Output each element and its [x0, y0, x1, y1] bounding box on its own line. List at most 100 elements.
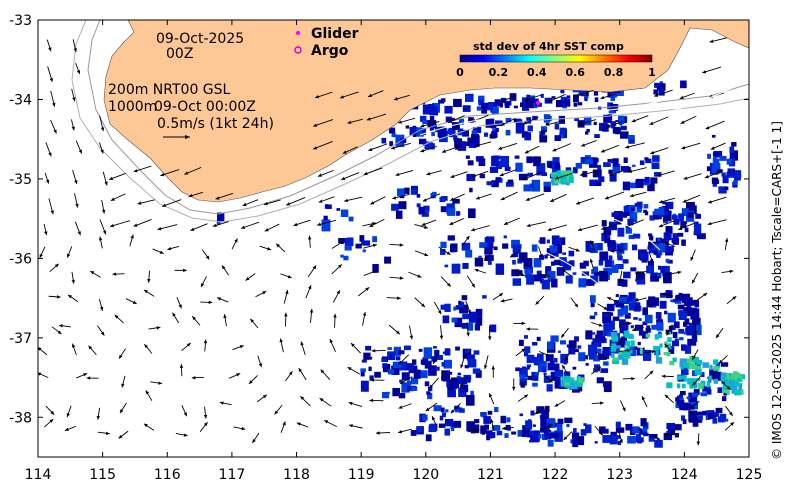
current-arrow-head	[370, 378, 375, 382]
current-arrow-head	[64, 427, 69, 431]
sst-pixel	[507, 426, 511, 431]
current-arrow-head	[241, 426, 246, 431]
sst-pixel	[682, 293, 691, 304]
current-arrow-head	[312, 265, 317, 270]
sst-pixel	[588, 344, 598, 356]
sst-pixel	[423, 205, 430, 212]
current-arrow-head	[574, 303, 579, 308]
current-arrow-head	[52, 102, 56, 107]
sst-pixel	[478, 99, 484, 106]
sst-pixel	[421, 211, 429, 217]
sst-pixel	[654, 439, 663, 448]
current-arrow-head	[110, 223, 114, 228]
sst-pixel	[544, 97, 553, 104]
current-arrow-head	[535, 300, 540, 305]
sst-pixel	[444, 105, 453, 114]
current-arrow-head	[307, 235, 312, 240]
sst-pixel	[550, 432, 560, 439]
sst-pixel-high	[617, 354, 625, 360]
sst-pixel	[638, 318, 642, 321]
sst-pixel	[691, 334, 698, 343]
sst-pixel	[625, 423, 633, 431]
sst-pixel	[681, 344, 687, 351]
sst-pixel	[565, 167, 572, 173]
sst-pixel	[653, 250, 658, 255]
current-arrow-head	[395, 330, 400, 335]
current-arrow-head	[563, 436, 568, 441]
sst-pixel	[585, 363, 589, 366]
sst-pixel	[630, 267, 637, 272]
sst-pixel	[427, 103, 435, 112]
sst-pixel	[444, 303, 451, 312]
sst-pixel	[648, 233, 653, 237]
current-arrow-head	[545, 122, 550, 126]
sst-pixel	[539, 255, 545, 260]
current-arrow-head	[554, 176, 559, 180]
x-tick-label: 114	[25, 467, 52, 483]
sst-pixel	[602, 350, 610, 360]
sst-pixel-high	[696, 359, 703, 365]
sst-pixel-high	[667, 337, 672, 343]
current-arrow-head	[144, 344, 148, 349]
current-arrow-head	[130, 234, 134, 239]
sst-pixel-high	[621, 358, 629, 365]
sst-pixel	[489, 432, 496, 439]
sst-pixel	[649, 248, 658, 254]
sst-pixel	[536, 336, 541, 341]
sst-pixel	[512, 278, 522, 286]
current-arrow-head	[347, 120, 352, 124]
sst-pixel	[410, 188, 418, 195]
sst-pixel	[465, 349, 470, 353]
sst-pixel	[572, 272, 577, 275]
sst-pixel-high	[565, 378, 571, 383]
sst-pixel	[597, 164, 602, 170]
sst-pixel	[552, 165, 561, 176]
current-arrow-head	[162, 203, 167, 207]
sst-pixel	[471, 130, 478, 137]
colorbar-title: std dev of 4hr SST comp	[473, 40, 624, 53]
sst-pixel	[574, 348, 579, 353]
sst-pixel-high	[690, 378, 698, 385]
sst-pixel	[505, 129, 511, 136]
sst-pixel	[540, 131, 546, 135]
sst-pixel	[629, 212, 638, 223]
sst-pixel	[663, 272, 672, 284]
x-tick-label: 122	[542, 467, 569, 483]
current-arrow-head	[120, 409, 124, 414]
sst-pixel	[665, 246, 674, 253]
sst-pixel	[478, 158, 486, 167]
sst-pixel	[645, 158, 652, 164]
sst-pixel	[365, 345, 372, 351]
sst-pixel	[543, 114, 551, 123]
sst-pixel	[554, 162, 560, 170]
sst-pixel	[612, 126, 621, 134]
sst-pixel	[630, 207, 635, 212]
sst-pixel	[688, 417, 694, 423]
current-arrow-head	[499, 99, 504, 103]
sst-pixel	[553, 357, 558, 363]
sst-pixel	[691, 392, 698, 397]
sst-pixel	[574, 117, 580, 122]
current-arrow-head	[203, 422, 208, 427]
sst-pixel	[515, 162, 523, 172]
sst-pixel	[381, 137, 387, 144]
sst-pixel	[606, 303, 615, 312]
current-arrow-head	[417, 274, 422, 278]
current-arrow-head	[500, 122, 505, 126]
sst-pixel-high	[560, 174, 566, 181]
sst-pixel	[445, 409, 449, 413]
sst-pixel	[646, 325, 651, 329]
sst-pixel	[600, 428, 609, 434]
current-arrow-head	[521, 348, 526, 353]
sst-pixel	[657, 85, 661, 90]
sst-pixel	[616, 221, 622, 225]
sst-pixel	[647, 183, 655, 192]
sst-pixel	[456, 375, 461, 379]
sst-pixel	[478, 255, 482, 260]
sst-pixel	[531, 179, 541, 192]
sst-pixel	[695, 213, 699, 216]
sst-pixel	[662, 201, 667, 205]
sst-pixel	[690, 308, 700, 320]
sst-pixel	[645, 327, 651, 333]
current-arrow-head	[422, 198, 427, 202]
